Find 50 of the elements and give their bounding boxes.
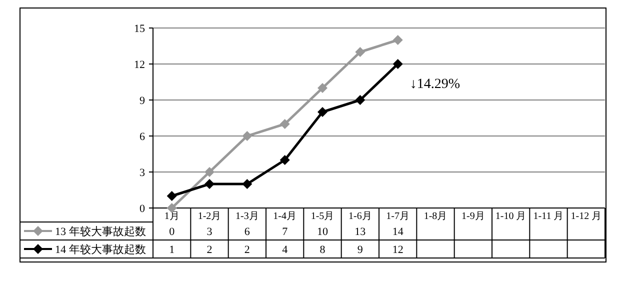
- data-label: 2: [206, 244, 212, 256]
- data-label: 3: [206, 226, 213, 238]
- x-tick-label: 1月: [164, 211, 180, 222]
- x-tick-label: 1-4月: [273, 211, 297, 222]
- point: [242, 179, 252, 189]
- annotation: ↓14.29%: [410, 77, 460, 92]
- data-label: 12: [392, 244, 404, 256]
- point: [318, 107, 328, 117]
- point: [355, 47, 366, 57]
- x-tick-label: 1-3月: [235, 211, 259, 222]
- point: [166, 191, 177, 201]
- x-tick-label: 1-5月: [310, 211, 334, 222]
- data-label: 1: [169, 244, 175, 256]
- x-tick-label: 1-7月: [386, 211, 410, 222]
- point: [280, 119, 290, 129]
- data-label: 9: [357, 244, 364, 256]
- legend-label: 14 年较大事故起数: [55, 243, 146, 256]
- x-tick-label: 1-8月: [424, 211, 448, 222]
- y-tick-label: 3: [140, 167, 146, 179]
- y-tick-label: 15: [134, 23, 146, 35]
- data-label: 6: [244, 226, 250, 238]
- data-label: 4: [282, 244, 288, 256]
- legend-label: 13 年较大事故起数: [55, 225, 146, 238]
- legend: 14 年较大事故起数: [24, 244, 146, 256]
- point: [318, 83, 328, 93]
- data-label: 2: [244, 244, 250, 256]
- data-label: 7: [282, 226, 288, 238]
- y-tick-label: 9: [140, 95, 146, 107]
- data-label: 13: [354, 226, 366, 238]
- point: [280, 155, 290, 165]
- x-tick-label: 1-2月: [198, 211, 222, 222]
- y-tick-label: 0: [140, 203, 146, 215]
- x-tick-label: 1-12 月: [570, 211, 602, 222]
- point: [355, 95, 366, 105]
- point: [392, 59, 403, 69]
- data-label: 14: [392, 226, 404, 238]
- x-tick-label: 1-10 月: [495, 211, 526, 222]
- point: [392, 35, 403, 45]
- x-tick-label: 1-11 月: [533, 211, 564, 222]
- y-tick-label: 6: [140, 131, 146, 143]
- point: [242, 131, 252, 141]
- x-tick-label: 1-6月: [348, 211, 372, 222]
- legend: 13 年较大事故起数: [24, 226, 146, 238]
- data-label: 10: [317, 226, 328, 238]
- point: [204, 179, 214, 189]
- x-tick-label: 1-9月: [461, 211, 485, 222]
- data-label: 8: [320, 244, 326, 256]
- y-tick-label: 12: [134, 59, 145, 71]
- point: [204, 167, 214, 177]
- data-label: 0: [169, 226, 176, 238]
